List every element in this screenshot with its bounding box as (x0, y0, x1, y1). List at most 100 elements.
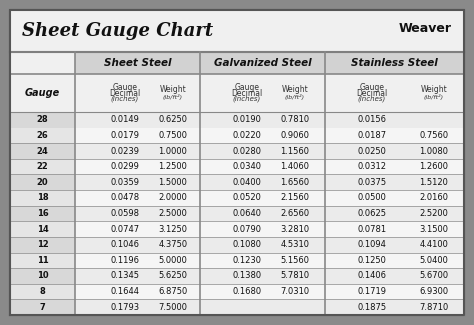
Text: 0.7500: 0.7500 (158, 131, 188, 140)
Bar (10, 253, 464, 268)
Text: 12: 12 (36, 240, 48, 249)
Text: 0.1380: 0.1380 (232, 271, 262, 280)
Text: 0.0598: 0.0598 (110, 209, 139, 218)
Bar (10, 237, 75, 253)
Text: 0.9060: 0.9060 (281, 131, 310, 140)
Text: 3.2810: 3.2810 (281, 225, 310, 234)
Text: 24: 24 (36, 147, 48, 156)
Bar (10, 268, 75, 284)
Text: 0.0640: 0.0640 (233, 209, 262, 218)
Text: 1.6560: 1.6560 (281, 178, 310, 187)
Bar (10, 190, 75, 206)
Text: Gauge: Gauge (25, 88, 60, 98)
Text: 0.0312: 0.0312 (357, 162, 386, 171)
Text: 0.0280: 0.0280 (233, 147, 262, 156)
Text: Decimal: Decimal (356, 88, 388, 98)
Text: (lb/ft²): (lb/ft²) (285, 94, 305, 100)
Text: 1.5120: 1.5120 (419, 178, 448, 187)
Text: 0.1230: 0.1230 (233, 256, 262, 265)
Text: Sheet Gauge Chart: Sheet Gauge Chart (22, 22, 213, 40)
Bar (75, 52, 200, 74)
Text: (inches): (inches) (233, 96, 261, 102)
Text: Gauge: Gauge (112, 83, 137, 92)
Text: 3.1250: 3.1250 (158, 225, 188, 234)
Text: 0.0187: 0.0187 (357, 131, 387, 140)
Bar (10, 268, 464, 284)
Bar (200, 52, 325, 74)
Text: 1.2600: 1.2600 (419, 162, 448, 171)
Text: (lb/ft²): (lb/ft²) (424, 94, 444, 100)
Bar (10, 253, 75, 268)
Text: 0.7560: 0.7560 (419, 131, 448, 140)
Bar (10, 284, 75, 299)
Bar (10, 221, 464, 237)
Text: 0.1196: 0.1196 (110, 256, 139, 265)
Bar (10, 10, 464, 52)
Text: 0.0179: 0.0179 (110, 131, 139, 140)
Text: Sheet Steel: Sheet Steel (104, 58, 171, 68)
Text: Weaver: Weaver (399, 22, 452, 35)
Text: 0.0478: 0.0478 (110, 193, 139, 202)
Text: 0.1793: 0.1793 (110, 303, 139, 312)
Text: 0.0520: 0.0520 (233, 193, 262, 202)
Text: 6.9300: 6.9300 (419, 287, 448, 296)
Text: 1.0000: 1.0000 (159, 147, 187, 156)
Bar (10, 175, 464, 190)
Bar (325, 52, 464, 74)
Bar (10, 221, 75, 237)
Text: 18: 18 (36, 193, 48, 202)
Bar (200, 74, 325, 112)
Text: 2.0160: 2.0160 (419, 193, 448, 202)
Text: 0.1080: 0.1080 (233, 240, 262, 249)
Text: 0.6250: 0.6250 (158, 115, 188, 124)
Bar (10, 299, 464, 315)
Text: 2.1560: 2.1560 (281, 193, 310, 202)
Text: 20: 20 (36, 178, 48, 187)
Bar (10, 112, 75, 128)
Bar (10, 143, 75, 159)
Text: (inches): (inches) (111, 96, 139, 102)
Text: 2.5200: 2.5200 (419, 209, 448, 218)
Text: 5.7810: 5.7810 (281, 271, 310, 280)
Text: 7.8710: 7.8710 (419, 303, 448, 312)
Text: 14: 14 (36, 225, 48, 234)
Text: 7: 7 (40, 303, 46, 312)
Text: 0.1046: 0.1046 (110, 240, 139, 249)
Text: 1.5000: 1.5000 (159, 178, 187, 187)
Text: Weight: Weight (160, 85, 186, 95)
Text: 0.0220: 0.0220 (233, 131, 262, 140)
Text: 1.4060: 1.4060 (281, 162, 310, 171)
Text: 0.7810: 0.7810 (281, 115, 310, 124)
Text: 22: 22 (36, 162, 48, 171)
Text: 10: 10 (36, 271, 48, 280)
Text: 5.6700: 5.6700 (419, 271, 448, 280)
Bar (10, 175, 75, 190)
Text: Decimal: Decimal (109, 88, 141, 98)
Text: 0.0250: 0.0250 (357, 147, 386, 156)
Bar (10, 143, 464, 159)
Text: 1.2500: 1.2500 (159, 162, 187, 171)
Text: 16: 16 (36, 209, 48, 218)
Text: 7.5000: 7.5000 (158, 303, 188, 312)
Text: 0.0500: 0.0500 (357, 193, 386, 202)
Text: Decimal: Decimal (231, 88, 263, 98)
Text: (inches): (inches) (358, 96, 386, 102)
Text: 2.0000: 2.0000 (159, 193, 187, 202)
Bar (75, 74, 200, 112)
Text: Gauge: Gauge (235, 83, 259, 92)
Text: 0.1094: 0.1094 (357, 240, 386, 249)
Text: 5.0000: 5.0000 (159, 256, 187, 265)
Bar (10, 206, 75, 221)
Text: 0.0340: 0.0340 (233, 162, 262, 171)
Text: 4.3750: 4.3750 (158, 240, 188, 249)
Text: 5.0400: 5.0400 (419, 256, 448, 265)
Text: Galvanized Steel: Galvanized Steel (214, 58, 311, 68)
Text: 6.8750: 6.8750 (158, 287, 188, 296)
Text: 0.0149: 0.0149 (110, 115, 139, 124)
Bar (10, 128, 464, 143)
Text: 8: 8 (40, 287, 46, 296)
Text: 0.0625: 0.0625 (357, 209, 386, 218)
Bar (10, 190, 464, 206)
Text: 0.0299: 0.0299 (110, 162, 139, 171)
Text: 11: 11 (36, 256, 48, 265)
